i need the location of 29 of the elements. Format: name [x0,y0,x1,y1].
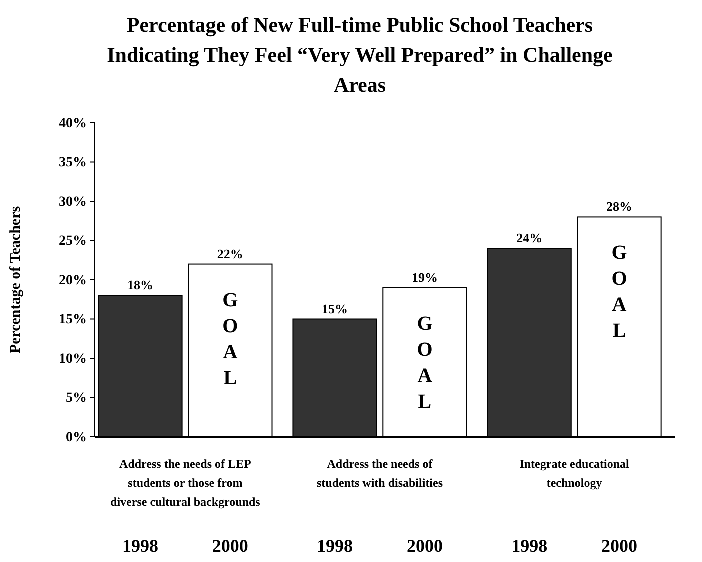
text: 2000 [212,536,248,556]
annotation: GOAL [417,312,434,413]
y-tick-label: 15% [59,312,87,328]
y-tick-label: 25% [59,234,87,250]
data-label: 22% [217,246,244,262]
annotation: GOAL [612,242,628,342]
annotation: GOAL [222,289,239,390]
text: 1998 [317,536,354,556]
y-axis-title: Percentage of Teachers [8,206,24,354]
text: 1998 [512,536,548,556]
x-tick-label: Address the needs of students with disabilities [316,457,444,490]
x-tick-label: Address the needs of LEP students or those from diverse cultural backgrounds [110,457,261,509]
data-label: 18% [127,278,154,293]
y-tick-label: 35% [59,156,87,171]
data-label: 28% [606,199,633,214]
y-tick-label: 20% [59,273,87,288]
data-label: 24% [516,230,543,246]
text: 2000 [406,536,443,556]
text: 2000 [602,536,638,556]
y-tick-label: 30% [59,194,87,210]
data-label: 19% [412,270,438,285]
text: 1998 [122,536,158,556]
data-label: 15% [322,301,348,316]
y-tick-label: 10% [59,352,87,367]
chart-title: Percentage of New Full-time Public School Teachers Indicating They Feel “Very Well Prepared” in Challenge Areas [107,13,613,97]
y-tick-label: 5% [66,391,87,406]
y-tick-label: 40% [59,116,87,132]
x-tick-label: Integrate educational technology [520,457,630,490]
y-tick-label: 0% [66,430,87,446]
